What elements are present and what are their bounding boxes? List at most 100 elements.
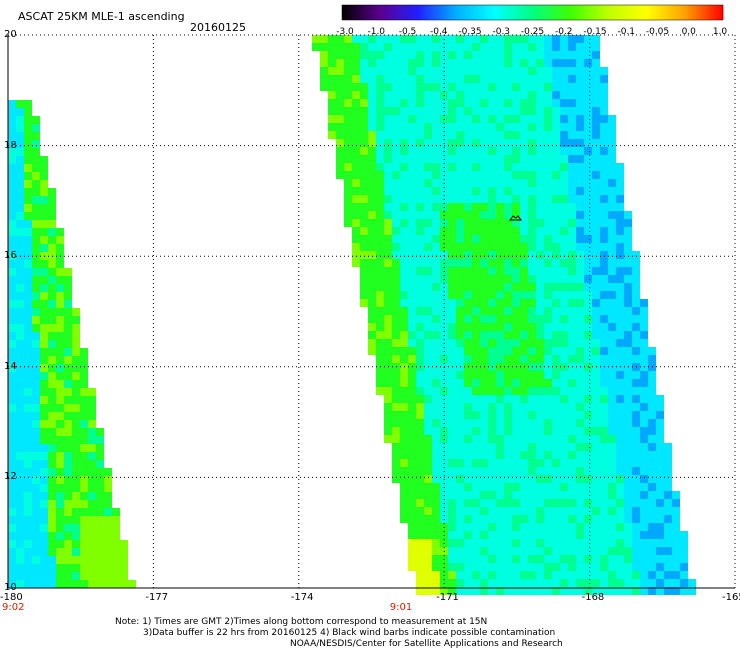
swath-cell <box>32 548 40 556</box>
swath-cell <box>56 316 64 324</box>
swath-cell <box>432 499 440 507</box>
swath-cell <box>576 203 584 211</box>
swath-cell <box>56 452 64 460</box>
swath-cell <box>384 219 392 227</box>
swath-cell <box>576 315 584 323</box>
swath-cell <box>544 403 552 411</box>
swath-cell <box>408 51 416 59</box>
swath-cell <box>504 147 512 155</box>
swath-cell <box>424 531 432 539</box>
swath-cell <box>40 156 48 164</box>
swath-cell <box>512 307 520 315</box>
swath-cell <box>680 587 688 595</box>
swath-cell <box>48 220 56 228</box>
swath-cell <box>576 75 584 83</box>
swath-cell <box>624 291 632 299</box>
swath-cell <box>648 579 656 587</box>
swath-cell <box>656 539 664 547</box>
swath-cell <box>536 403 544 411</box>
swath-cell <box>48 332 56 340</box>
swath-cell <box>488 91 496 99</box>
swath-cell <box>552 451 560 459</box>
swath-cell <box>416 555 424 563</box>
swath-cell <box>72 388 80 396</box>
swath-cell <box>576 579 584 587</box>
swath-cell <box>56 556 64 564</box>
swath-cell <box>448 555 456 563</box>
swath-cell <box>616 555 624 563</box>
swath-cell <box>48 316 56 324</box>
swath-cell <box>360 267 368 275</box>
swath-cell <box>616 203 624 211</box>
swath-cell <box>32 372 40 380</box>
swath-cell <box>656 579 664 587</box>
swath-cell <box>624 587 632 595</box>
swath-cell <box>408 427 416 435</box>
swath-cell <box>600 155 608 163</box>
swath-cell <box>328 51 336 59</box>
swath-cell <box>80 564 88 572</box>
swath-cell <box>520 371 528 379</box>
swath-cell <box>488 435 496 443</box>
swath-cell <box>352 131 360 139</box>
swath-cell <box>24 572 32 580</box>
swath-cell <box>552 371 560 379</box>
swath-cell <box>512 435 520 443</box>
swath-cell <box>488 43 496 51</box>
swath-cell <box>544 475 552 483</box>
swath-cell <box>400 147 408 155</box>
swath-cell <box>24 324 32 332</box>
swath-cell <box>552 539 560 547</box>
swath-cell <box>368 347 376 355</box>
swath-cell <box>648 379 656 387</box>
swath-cell <box>664 563 672 571</box>
swath-cell <box>600 251 608 259</box>
swath-cell <box>56 564 64 572</box>
swath-cell <box>568 291 576 299</box>
swath-cell <box>72 484 80 492</box>
swath-cell <box>64 412 72 420</box>
swath-cell <box>336 107 344 115</box>
swath-cell <box>592 571 600 579</box>
swath-cell <box>416 107 424 115</box>
swath-cell <box>416 531 424 539</box>
swath-cell <box>592 491 600 499</box>
swath-cell <box>656 507 664 515</box>
swath-cell <box>584 523 592 531</box>
swath-cell <box>400 323 408 331</box>
swath-cell <box>432 267 440 275</box>
swath-cell <box>536 195 544 203</box>
swath-cell <box>584 147 592 155</box>
swath-cell <box>456 59 464 67</box>
swath-cell <box>512 347 520 355</box>
swath-cell <box>48 236 56 244</box>
swath-cell <box>336 131 344 139</box>
swath-cell <box>520 131 528 139</box>
swath-cell <box>552 155 560 163</box>
swath-cell <box>624 483 632 491</box>
swath-cell <box>488 115 496 123</box>
swath-cell <box>8 196 16 204</box>
swath-cell <box>512 443 520 451</box>
swath-cell <box>568 563 576 571</box>
swath-cell <box>464 139 472 147</box>
swath-cell <box>416 299 424 307</box>
swath-cell <box>384 403 392 411</box>
swath-cell <box>432 507 440 515</box>
swath-cell <box>456 531 464 539</box>
swath-cell <box>392 259 400 267</box>
swath-cell <box>376 283 384 291</box>
swath-cell <box>368 163 376 171</box>
swath-cell <box>512 459 520 467</box>
swath-cell <box>496 347 504 355</box>
swath-cell <box>496 75 504 83</box>
swath-cell <box>544 563 552 571</box>
swath-cell <box>488 259 496 267</box>
swath-cell <box>568 539 576 547</box>
swath-cell <box>600 147 608 155</box>
swath-cell <box>384 107 392 115</box>
swath-cell <box>424 467 432 475</box>
swath-cell <box>608 347 616 355</box>
swath-cell <box>8 524 16 532</box>
swath-cell <box>648 371 656 379</box>
